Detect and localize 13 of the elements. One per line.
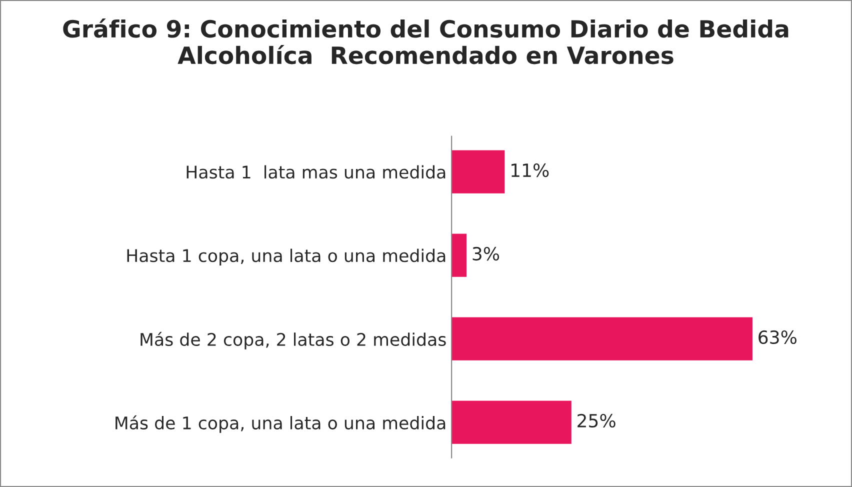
data-label: 11%: [512, 163, 549, 178]
bar: [452, 150, 505, 194]
data-label: 63%: [758, 330, 796, 344]
y-tick-label: Hasta 1 lata mas una medida: [186, 165, 446, 179]
data-label: 25%: [578, 414, 616, 428]
bar: [452, 317, 752, 360]
bar: [452, 400, 572, 444]
data-label: 3%: [472, 246, 500, 261]
chart-title: Gráfico 9: Conocimiento del Consumo Diario de Bedida Alcoholíca Recomendado en Varones: [63, 18, 788, 64]
bar: [452, 234, 467, 277]
y-tick-label: Más de 2 copa, 2 latas o 2 medidas: [140, 332, 446, 350]
y-tick-label: Hasta 1 copa, una lata o una medida: [127, 248, 446, 266]
y-tick-label: Más de 1 copa, una lata o una medida: [116, 415, 446, 433]
